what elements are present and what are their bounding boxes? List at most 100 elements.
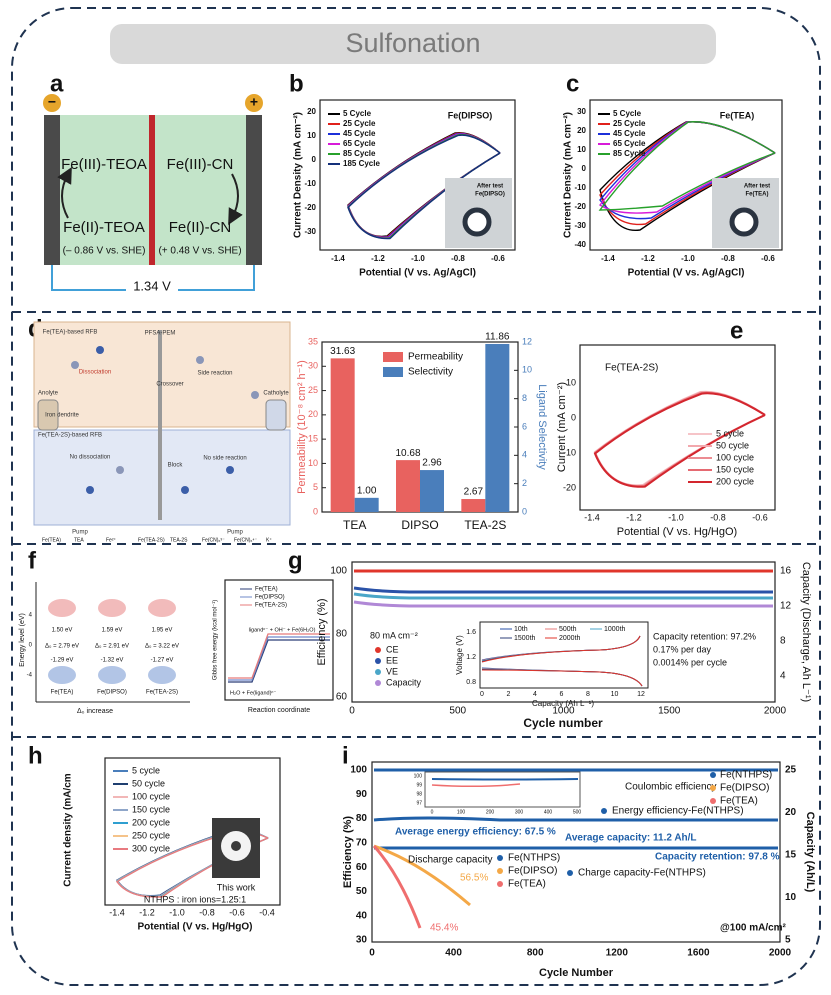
- x-tick-label: 0: [480, 691, 484, 698]
- x-tick-label: -0.4: [259, 907, 275, 917]
- bar: [330, 358, 355, 512]
- y2-tick-label: 8: [522, 393, 527, 403]
- x-tick-label: -1.0: [668, 512, 684, 522]
- anolyte-tank: [37, 399, 59, 431]
- y2-tick-label: 16: [780, 566, 792, 577]
- x-tick-label: -1.2: [139, 907, 155, 917]
- legend-label: 5 cycle: [132, 765, 160, 775]
- legend-label: Fe(TEA): [720, 796, 758, 807]
- energy-label: -1.32 eV: [101, 658, 124, 664]
- species-label: ligandⁿ⁻ + OH⁻ + Fe(6H₂O): [249, 626, 316, 633]
- y2-tick-label: 4: [522, 450, 527, 460]
- y2-tick-label: 2: [522, 478, 527, 488]
- energy-profile: [228, 636, 330, 681]
- molecule: [226, 466, 234, 474]
- legend-marker: [710, 798, 716, 804]
- annotation: Charge capacity-Fe(NTHPS): [578, 868, 706, 879]
- y-tick-label: 20: [307, 107, 316, 116]
- y2-tick-label: 4: [780, 671, 786, 682]
- x-tick-label: -0.8: [710, 512, 726, 522]
- x-tick-label: -1.0: [169, 907, 185, 917]
- x-tick-label: -0.6: [761, 254, 775, 263]
- y-tick-label: 1.2: [466, 654, 476, 661]
- annotation: Discharge capacity: [408, 855, 492, 866]
- y-axis-label: Permeability (10⁻⁸ cm² h⁻¹): [296, 360, 308, 494]
- legend-marker: [567, 870, 573, 876]
- y2-tick-label: 10: [522, 365, 532, 375]
- x-axis-label: Potential (V vs. Ag/AgCl): [359, 268, 476, 279]
- legend-marker: [497, 868, 503, 874]
- legend-label: 300 cycle: [132, 843, 170, 853]
- legend-label: Fe(NTHPS): [720, 770, 772, 781]
- y-tick-label: 40: [356, 910, 368, 921]
- curve: [598, 121, 776, 211]
- molecule-label: Fe(TEA-2S): [146, 690, 178, 696]
- molecule: [116, 466, 124, 474]
- energy-label: 1.95 eV: [152, 628, 173, 634]
- schematic-label: Anolyte: [38, 391, 59, 397]
- cycling-trace: [353, 592, 773, 600]
- x-tick-label: TEA-2S: [464, 518, 506, 532]
- legend-label: EE: [386, 655, 398, 665]
- legend-label: Permeability: [408, 352, 463, 363]
- species-label: Fe²⁺: [106, 537, 117, 543]
- annotation: Average capacity: 11.2 Ah/L: [565, 833, 697, 844]
- schematic-label: Side reaction: [197, 371, 232, 377]
- label: 1.34 V: [133, 278, 171, 293]
- x-tick-label: -0.6: [229, 907, 245, 917]
- x-tick-label: 400: [445, 948, 462, 959]
- y-tick-label: -30: [574, 221, 586, 230]
- species-label: Fe(TEA): [42, 537, 61, 543]
- label: Fe(III)-CN: [167, 156, 234, 173]
- species-label: Fe(CN)₆³⁻: [202, 537, 225, 543]
- species-label: K⁺: [266, 537, 272, 543]
- y2-tick-label: 6: [522, 421, 527, 431]
- y2-axis-label: Ligand Selectivity: [536, 384, 548, 470]
- energy-label: Δ₀ = 3.22 eV: [145, 644, 179, 650]
- energy-label: -1.27 eV: [151, 658, 174, 664]
- bar: [420, 470, 444, 512]
- legend-label: 50 cycle: [716, 440, 749, 450]
- x-tick-label: 400: [544, 809, 553, 815]
- y2-tick-label: 25: [785, 765, 797, 776]
- value-label: 10.68: [395, 448, 420, 459]
- inset-label: After test: [477, 184, 503, 190]
- legend-label: 1500th: [514, 635, 536, 642]
- y-tick-label: -10: [574, 183, 586, 192]
- x-tick-label: -1.4: [109, 907, 125, 917]
- bar: [485, 343, 510, 512]
- y-tick-label: 90: [356, 789, 368, 800]
- x-tick-label: 0: [431, 809, 434, 815]
- bar: [354, 497, 379, 512]
- y-tick-label: 20: [308, 409, 318, 419]
- note-label: NTHPS : iron ions=1.25:1: [144, 894, 246, 904]
- legend-marker: [375, 669, 381, 675]
- y2-tick-label: 12: [780, 601, 792, 612]
- schematic-label: Dissociation: [79, 370, 111, 376]
- x-tick-label: 6: [560, 691, 564, 698]
- y-tick-label: 20: [577, 126, 586, 135]
- x-tick-label: -1.0: [681, 254, 695, 263]
- legend-label: Fe(DIPSO): [720, 783, 769, 794]
- legend-label: 5 cycle: [716, 428, 744, 438]
- species-label: Fe(TEA-2S): [138, 537, 165, 543]
- y-axis-label: Current (mA cm⁻²): [556, 382, 568, 472]
- legend-label: CE: [386, 644, 399, 654]
- y-tick-label: 0: [312, 155, 317, 164]
- x-tick-label: 1500: [658, 706, 681, 717]
- panel-label: e: [730, 317, 743, 344]
- legend-marker: [375, 658, 381, 664]
- legend-marker: [601, 808, 607, 814]
- annotation: Energy efficiency-Fe(NTHPS): [612, 806, 744, 817]
- x-tick-label: 500: [573, 809, 582, 815]
- legend-label: 150 cycle: [132, 804, 170, 814]
- x-tick-label: 100: [457, 809, 466, 815]
- inset-frame: [479, 621, 649, 689]
- legend-label: Fe(TEA-2S): [255, 603, 287, 609]
- mechanism-schematic: [33, 321, 291, 526]
- schematic-label: Fe(TEA-2S)-based RFB: [38, 433, 102, 439]
- legend-label: 250 cycle: [132, 830, 170, 840]
- x-tick-label: -0.8: [451, 254, 465, 263]
- y2-axis-label: Capacity (Discharge, Ah L⁻¹): [800, 562, 812, 702]
- y-tick-label: 35: [308, 336, 318, 346]
